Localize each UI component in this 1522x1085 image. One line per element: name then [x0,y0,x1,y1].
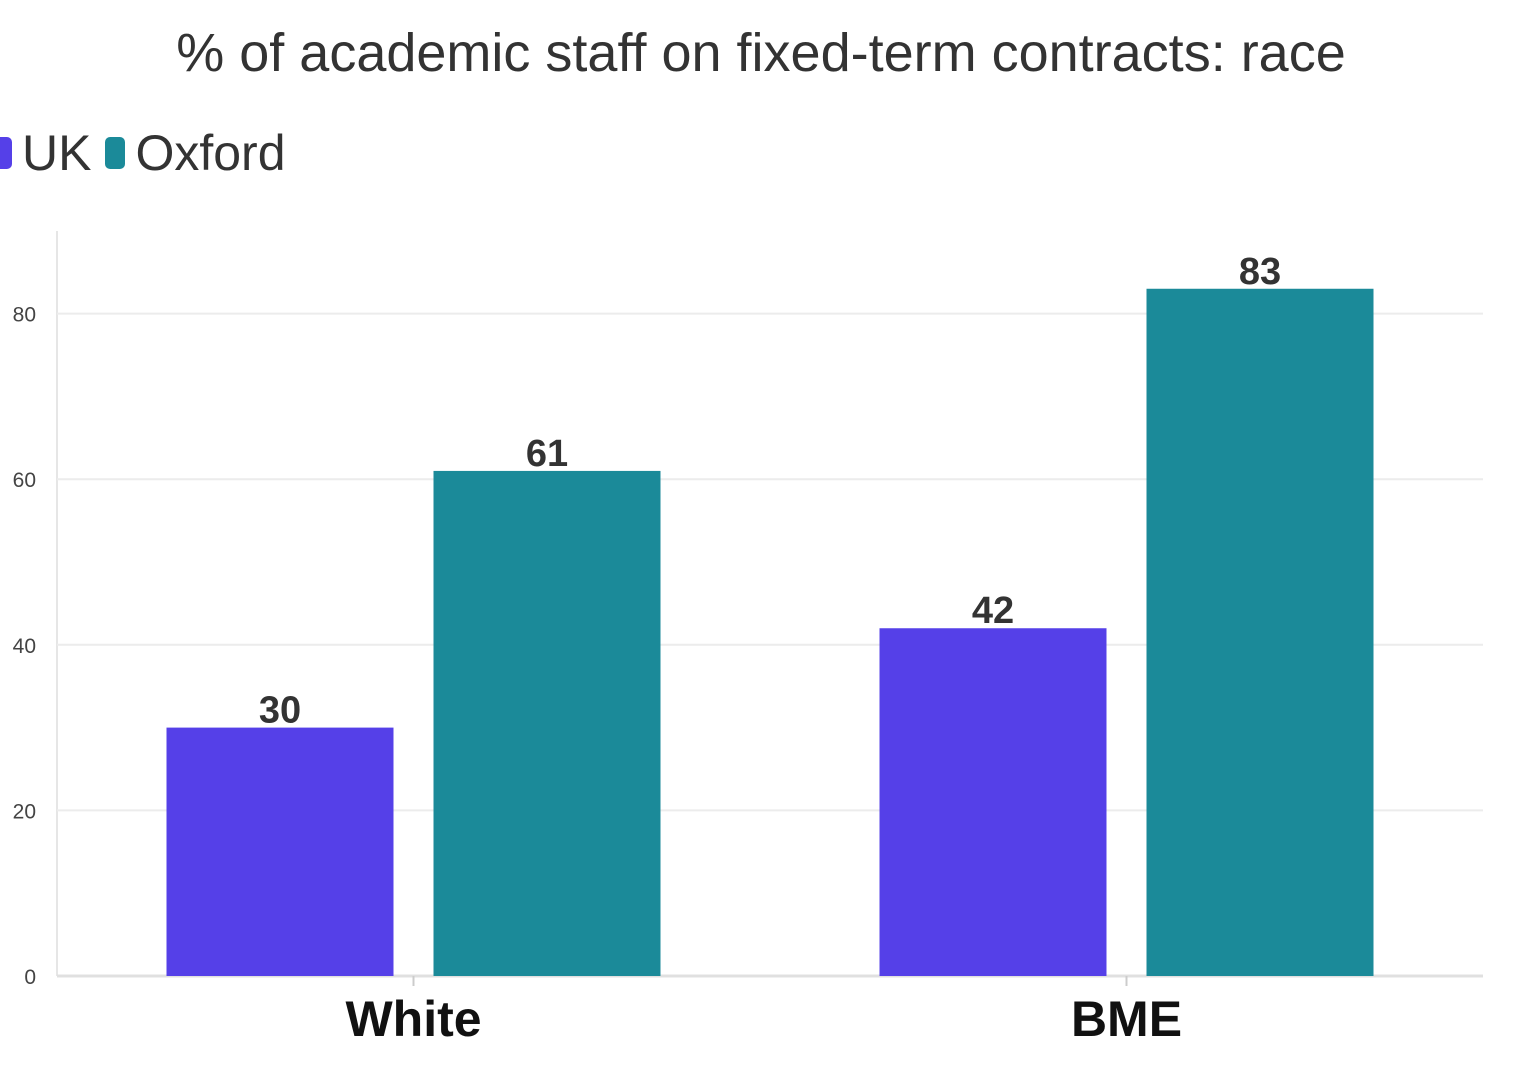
x-tick-label-bme: BME [1071,991,1182,1047]
bar-uk-white [166,727,394,976]
bar-uk-bme [879,628,1107,976]
legend: UK Oxford [0,125,300,181]
bar-oxford-white [433,470,661,976]
data-label-uk-bme: 42 [972,590,1014,632]
y-tick-label-80: 80 [13,304,36,327]
data-label-oxford-bme: 83 [1239,251,1281,293]
y-tick-label-40: 40 [13,635,36,658]
data-label-oxford-white: 61 [526,433,568,475]
data-label-uk-white: 30 [259,690,301,732]
y-tick-label-0: 0 [24,966,36,989]
chart-title: % of academic staff on fixed-term contra… [176,23,1346,83]
legend-swatch-oxford [105,137,126,169]
legend-item-oxford[interactable]: Oxford [105,124,286,182]
y-tick-label-60: 60 [13,469,36,492]
legend-item-uk[interactable]: UK [0,124,91,182]
bar-oxford-bme [1146,288,1374,976]
legend-label-uk: UK [22,125,92,181]
y-tick-label-20: 20 [13,800,36,823]
x-tick-label-white: White [345,991,481,1047]
legend-label-oxford: Oxford [135,125,286,181]
legend-swatch-uk [0,137,12,169]
